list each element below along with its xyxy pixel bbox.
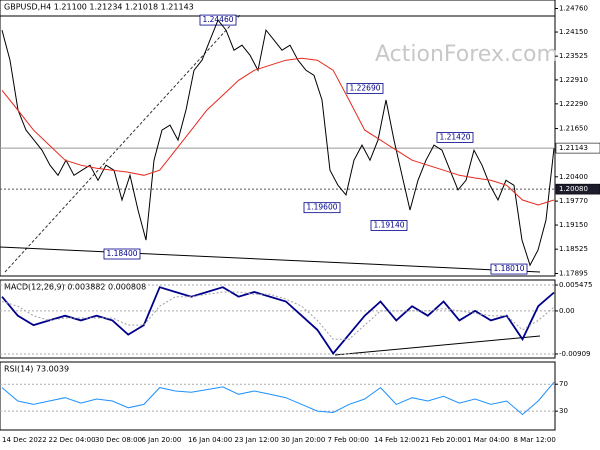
- trend-line: [0, 246, 541, 273]
- x-tick-label: 30 Jan 20:00: [281, 436, 325, 444]
- annotation-box: [436, 132, 474, 143]
- x-tick-label: 16 Jan 04:00: [188, 436, 232, 444]
- series-line: [1, 286, 555, 355]
- annotation-box: [103, 248, 141, 260]
- y-tick-label: 70: [559, 380, 568, 388]
- x-tick-label: 14 Dec 2022: [2, 436, 47, 444]
- chart-title: GBPUSD,H4 1.21100 1.21234 1.21018 1.2114…: [4, 3, 194, 12]
- y-tick-label: 1.17895: [559, 269, 588, 277]
- annotation-box: [303, 202, 341, 214]
- x-tick-label: 14 Feb 12:00: [374, 436, 420, 444]
- x-tick-label: 21 Feb 20:00: [421, 436, 467, 444]
- x-tick-label: 30 Dec 08:00: [95, 436, 142, 444]
- watermark: ActionForex.com: [375, 42, 558, 67]
- y-tick-label: 1.21650: [559, 125, 588, 133]
- level-label: 1.21143: [559, 144, 588, 152]
- y-tick-label: 1.22290: [559, 100, 588, 108]
- series-line: [1, 57, 555, 206]
- annotation-label: 1.21420: [439, 132, 470, 141]
- macd-panel: [0, 279, 556, 359]
- annotation-box: [346, 82, 384, 94]
- x-tick-label: 8 Mar 12:00: [514, 436, 556, 444]
- series-line: [1, 291, 555, 340]
- y-tick-label: 1.19770: [559, 197, 588, 205]
- series-line: [1, 19, 555, 267]
- y-tick-label: 1.18525: [559, 245, 588, 253]
- x-tick-label: 22 Dec 04:00: [49, 436, 96, 444]
- trend-line: [4, 14, 241, 273]
- y-tick-label: 30: [559, 407, 568, 415]
- y-tick-label: 1.24760: [559, 4, 588, 12]
- y-tick-label: 0.005475: [559, 281, 592, 289]
- y-tick-label: 1.22910: [559, 76, 588, 84]
- y-tick-label: 1.23525: [559, 52, 588, 60]
- y-tick-label: 1.19150: [559, 221, 588, 229]
- annotation-box: [370, 220, 408, 231]
- x-tick-label: 7 Feb 00:00: [328, 436, 369, 444]
- annotation-label: 1.19600: [306, 203, 337, 212]
- macd-title: MACD(12,26,9) 0.003882 0.000808: [4, 283, 146, 292]
- y-tick-label: 0.00: [559, 307, 575, 315]
- level-label: 1.20080: [559, 185, 588, 193]
- x-tick-label: 1 Mar 04:00: [467, 436, 509, 444]
- y-tick-label: 1.24150: [559, 28, 588, 36]
- level-label-box: [555, 142, 600, 154]
- rsi-title: RSI(14) 73.0039: [4, 365, 69, 374]
- price-panel: [0, 0, 556, 277]
- x-tick-label: 23 Jan 12:00: [235, 436, 279, 444]
- annotation-box: [490, 263, 528, 275]
- series-line: [1, 381, 555, 416]
- annotation-label: 1.18010: [493, 264, 524, 273]
- annotation-label: 1.22690: [349, 83, 380, 92]
- y-tick-label: -0.00909: [559, 350, 590, 358]
- y-tick-label: 1.20400: [559, 173, 588, 181]
- annotation-label: 1.18400: [106, 249, 137, 258]
- rsi-panel: [0, 361, 556, 431]
- x-tick-label: 6 Jan 20:00: [142, 436, 182, 444]
- level-label-box: [555, 183, 600, 195]
- annotation-label: 1.19140: [373, 220, 404, 229]
- trend-line: [334, 335, 541, 356]
